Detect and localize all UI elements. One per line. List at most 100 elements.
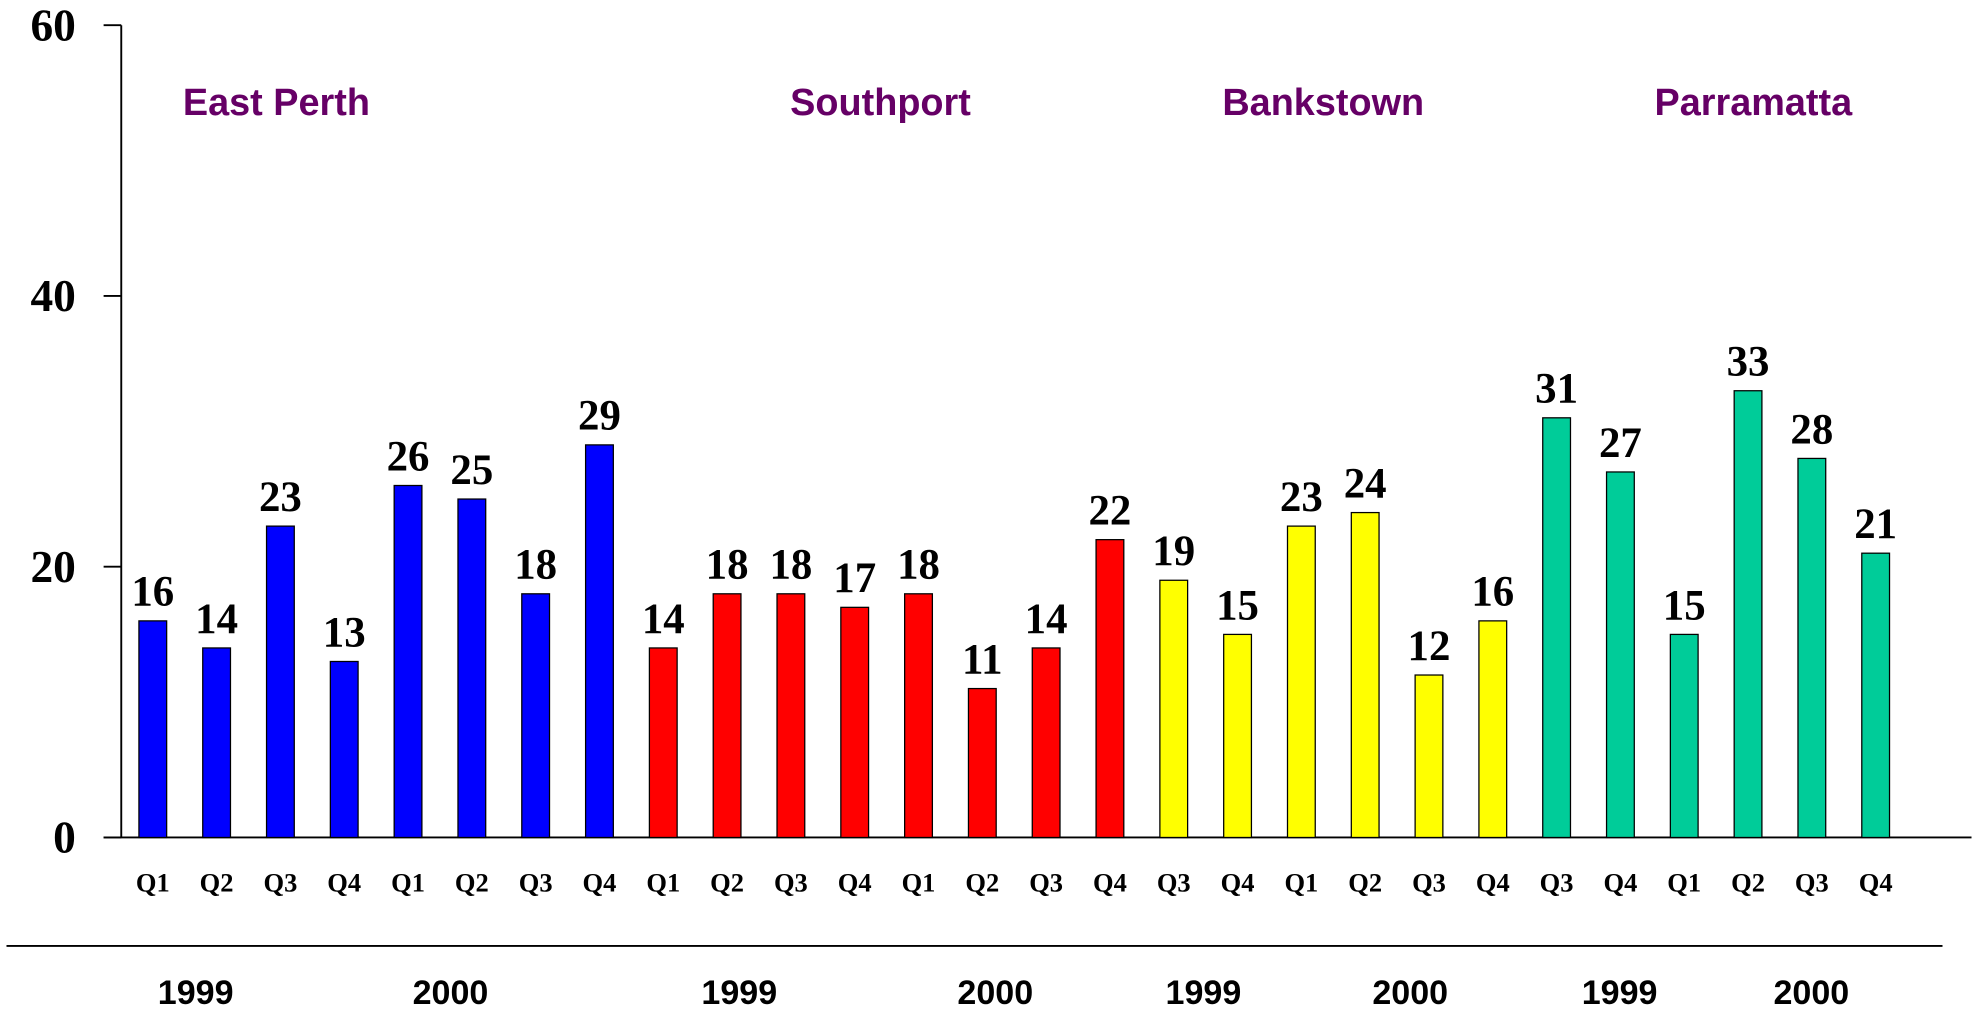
- year-label: 2000: [1372, 974, 1448, 1009]
- bar: [138, 620, 168, 839]
- bar: [265, 525, 295, 839]
- value-label: 27: [1599, 420, 1642, 467]
- x-tick-label: Q2: [1731, 868, 1765, 898]
- year-label: 1999: [1166, 974, 1242, 1009]
- bar: [584, 444, 614, 839]
- y-tick-label: 20: [30, 542, 75, 592]
- x-tick-label: Q2: [965, 868, 999, 898]
- bar: [521, 593, 551, 839]
- y-tick-label: 40: [30, 271, 75, 321]
- value-label: 16: [131, 569, 174, 616]
- year-label: 1999: [1582, 974, 1658, 1009]
- bar: [329, 660, 359, 839]
- bar: [1542, 417, 1572, 839]
- bar: [648, 647, 678, 839]
- x-tick-label: Q1: [902, 868, 936, 898]
- x-tick-label: Q4: [1476, 868, 1510, 898]
- value-label: 18: [897, 542, 940, 589]
- year-label: 1999: [158, 974, 234, 1009]
- value-label: 28: [1790, 406, 1833, 453]
- value-label: 23: [1280, 474, 1323, 521]
- bar: [1478, 620, 1508, 839]
- x-tick-label: Q3: [1540, 868, 1574, 898]
- year-label: 2000: [413, 974, 489, 1009]
- group-label: Bankstown: [1222, 82, 1424, 124]
- x-tick-label: Q4: [583, 868, 617, 898]
- x-tick-label: Q3: [1157, 868, 1191, 898]
- value-label: 14: [195, 596, 238, 643]
- bar: [1350, 511, 1380, 839]
- value-label: 18: [706, 542, 749, 589]
- x-tick-label: Q4: [838, 868, 872, 898]
- value-label: 14: [1025, 596, 1068, 643]
- x-tick-label: Q2: [455, 868, 489, 898]
- group-label: Southport: [790, 82, 971, 124]
- value-label: 17: [833, 555, 876, 602]
- x-tick-label: Q2: [200, 868, 234, 898]
- bar: [1861, 552, 1891, 839]
- value-label: 15: [1663, 582, 1706, 629]
- value-label: 19: [1152, 528, 1195, 575]
- x-tick-label: Q1: [1284, 868, 1318, 898]
- bar: [1414, 674, 1444, 839]
- value-label: 23: [259, 474, 302, 521]
- bar: [1286, 525, 1316, 839]
- group-label: East Perth: [183, 82, 370, 124]
- value-label: 12: [1408, 623, 1451, 670]
- x-tick-label: Q1: [646, 868, 680, 898]
- x-tick-label: Q3: [1795, 868, 1829, 898]
- x-tick-label: Q1: [391, 868, 425, 898]
- value-label: 13: [323, 609, 366, 656]
- value-label: 18: [769, 542, 812, 589]
- x-tick-label: Q3: [774, 868, 808, 898]
- bar: [1605, 471, 1635, 839]
- bar: [840, 606, 870, 839]
- bar: [1095, 539, 1125, 839]
- value-label: 22: [1089, 488, 1132, 535]
- value-label: 18: [514, 542, 557, 589]
- value-label: 33: [1727, 339, 1770, 386]
- value-label: 14: [642, 596, 685, 643]
- bar: [202, 647, 232, 839]
- value-label: 16: [1471, 569, 1514, 616]
- value-label: 31: [1535, 366, 1578, 413]
- bar: [712, 593, 742, 839]
- bar: [1223, 633, 1253, 839]
- x-tick-label: Q2: [710, 868, 744, 898]
- bar: [776, 593, 806, 839]
- value-label: 11: [962, 636, 1003, 683]
- bar: [393, 484, 423, 839]
- bar: [1669, 633, 1699, 839]
- x-tick-label: Q3: [263, 868, 297, 898]
- year-label: 1999: [701, 974, 777, 1009]
- bar: [457, 498, 487, 839]
- year-label: 2000: [957, 974, 1033, 1009]
- value-label: 21: [1854, 501, 1897, 548]
- group-label: Parramatta: [1654, 82, 1853, 124]
- bar: [1797, 457, 1827, 839]
- x-tick-label: Q4: [1093, 868, 1127, 898]
- year-label: 2000: [1773, 974, 1849, 1009]
- x-tick-label: Q1: [136, 868, 170, 898]
- x-tick-label: Q2: [1348, 868, 1382, 898]
- value-label: 26: [387, 433, 430, 480]
- bar: [1031, 647, 1061, 839]
- x-tick-label: Q3: [1412, 868, 1446, 898]
- y-tick-label: 60: [30, 0, 75, 50]
- x-tick-label: Q4: [327, 868, 361, 898]
- bar: [967, 687, 997, 839]
- bar: [1159, 579, 1189, 839]
- x-tick-label: Q3: [519, 868, 553, 898]
- bar: [904, 593, 934, 839]
- x-tick-label: Q1: [1667, 868, 1701, 898]
- value-label: 15: [1216, 582, 1259, 629]
- x-tick-label: Q4: [1604, 868, 1638, 898]
- value-label: 24: [1344, 460, 1387, 507]
- x-tick-label: Q4: [1221, 868, 1255, 898]
- value-label: 29: [578, 393, 621, 440]
- value-label: 25: [450, 447, 493, 494]
- y-tick-label: 0: [53, 813, 76, 863]
- x-tick-label: Q3: [1029, 868, 1063, 898]
- bar: [1733, 390, 1763, 839]
